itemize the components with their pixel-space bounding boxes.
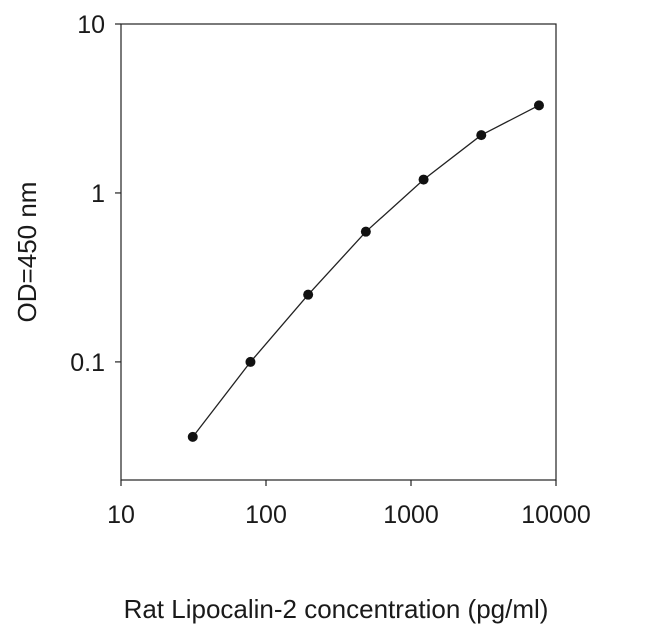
y-tick-label: 1 — [91, 180, 105, 208]
y-axis: 0.1 1 10 — [70, 11, 121, 377]
x-tick-label: 10 — [107, 501, 135, 529]
y-tick-label: 0.1 — [70, 349, 105, 377]
series-layer — [187, 100, 544, 442]
plot-frame — [120, 23, 557, 481]
series-line — [192, 104, 540, 438]
x-tick-label: 100 — [245, 501, 287, 529]
data-point — [533, 100, 544, 111]
x-axis: 10 100 1000 10000 — [107, 480, 591, 529]
data-point — [245, 356, 256, 367]
plot-border — [120, 23, 557, 481]
x-axis-title: Rat Lipocalin-2 concentration (pg/ml) — [124, 594, 549, 624]
y-axis-title: OD=450 nm — [12, 182, 42, 323]
data-point — [303, 289, 314, 300]
data-point — [360, 226, 371, 237]
data-point — [187, 431, 198, 442]
x-tick-label: 10000 — [521, 501, 591, 529]
data-point — [418, 174, 429, 185]
data-point — [476, 130, 487, 141]
y-tick-label: 10 — [77, 11, 105, 39]
x-tick-label: 1000 — [383, 501, 439, 529]
